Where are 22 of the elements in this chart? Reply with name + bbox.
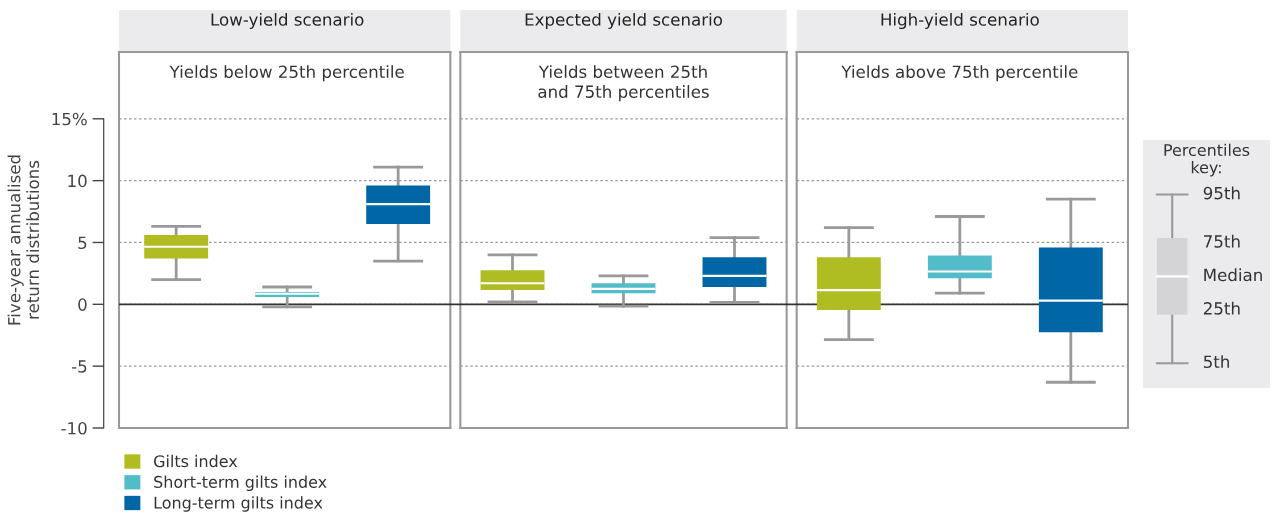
- text: 95th: [1203, 186, 1240, 200]
- y-axis-title: Five-year annualised return distributions: [7, 155, 40, 325]
- annotation: Yields below 25th percentile: [169, 65, 404, 82]
- y-tick-label: 10: [68, 174, 87, 188]
- legend-label: Gilts index: [154, 454, 238, 468]
- text: 5th: [1203, 355, 1229, 369]
- y-tick-label: 5: [78, 236, 87, 250]
- x-tick-label: High-yield scenario: [881, 12, 1039, 30]
- x-tick-label: Expected yield scenario: [525, 12, 723, 30]
- y-tick-label: 15%: [52, 112, 87, 126]
- text: 25th: [1203, 301, 1240, 315]
- annotation: Yields between 25th and 75th percentiles: [538, 65, 709, 102]
- text: Percentiles key:: [1164, 143, 1250, 177]
- text: Median: [1204, 268, 1262, 282]
- text: 75th: [1204, 234, 1240, 248]
- y-tick-label: 0: [78, 298, 87, 311]
- annotation: Yields above 75th percentile: [841, 65, 1078, 82]
- y-tick-label: -5: [71, 360, 87, 373]
- legend-label: Short-term gilts index: [154, 475, 327, 492]
- y-tick-label: -10: [61, 421, 87, 435]
- legend-label: Long-term gilts index: [154, 496, 323, 512]
- x-tick-label: Low-yield scenario: [211, 12, 364, 30]
